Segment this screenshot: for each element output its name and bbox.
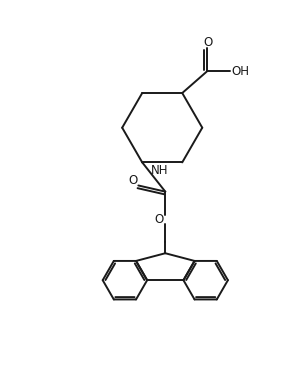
Text: OH: OH xyxy=(232,65,250,78)
Text: NH: NH xyxy=(151,164,168,177)
Text: O: O xyxy=(155,213,164,226)
Text: O: O xyxy=(204,36,213,49)
Text: O: O xyxy=(128,174,138,187)
